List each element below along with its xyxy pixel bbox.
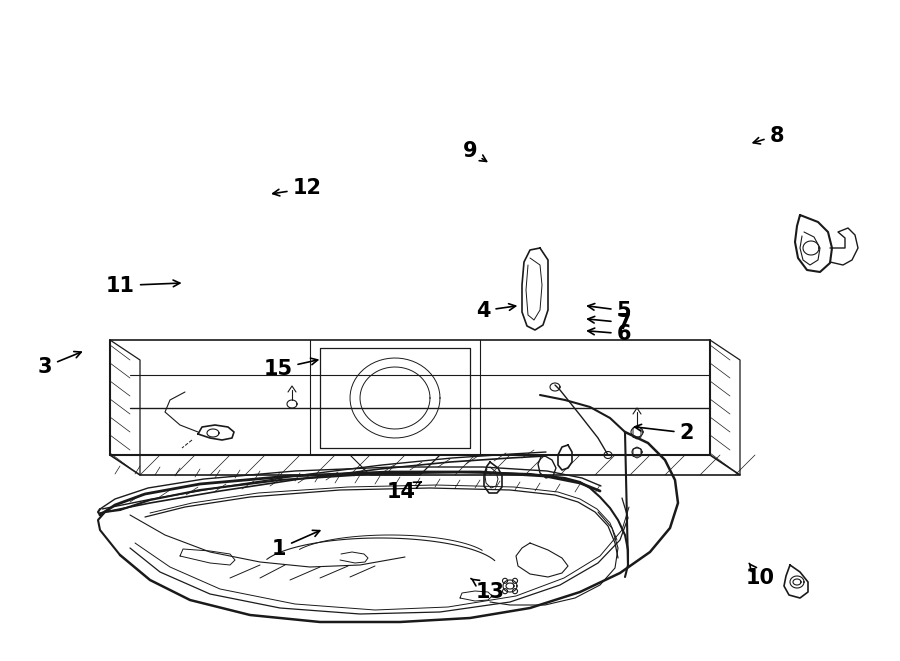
Text: 6: 6 [588, 324, 631, 344]
Text: 8: 8 [753, 126, 784, 145]
Text: 4: 4 [476, 301, 516, 321]
Text: 7: 7 [588, 313, 631, 332]
Text: 12: 12 [273, 178, 321, 198]
Text: 5: 5 [588, 301, 631, 321]
Text: 15: 15 [264, 358, 318, 379]
Text: 9: 9 [463, 141, 487, 161]
Text: 2: 2 [634, 423, 694, 443]
Text: 10: 10 [746, 563, 775, 588]
Text: 13: 13 [471, 578, 505, 602]
Text: 1: 1 [272, 530, 320, 559]
Text: 3: 3 [38, 352, 81, 377]
Text: 11: 11 [106, 276, 180, 295]
Text: 14: 14 [387, 482, 421, 502]
